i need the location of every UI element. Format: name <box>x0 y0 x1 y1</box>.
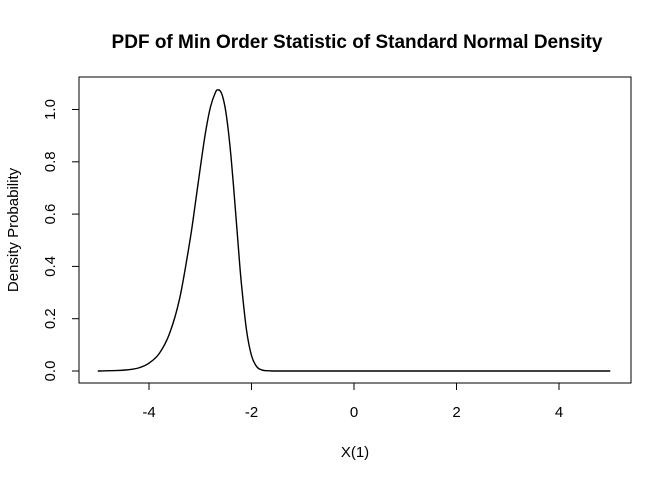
y-tick-label: 0.2 <box>42 308 59 329</box>
x-tick-label: 0 <box>350 404 358 421</box>
plot-box <box>78 76 632 384</box>
x-axis-label: X(1) <box>341 444 369 461</box>
x-tick-label: -2 <box>245 404 258 421</box>
x-tick-label: 4 <box>555 404 563 421</box>
series-layer <box>97 89 611 372</box>
y-tick-label: 0.8 <box>42 151 59 172</box>
y-axis-label: Density Probability <box>5 167 22 292</box>
x-tick-label: -4 <box>142 404 155 421</box>
x-axis: -4 -2 0 2 4 <box>142 382 563 421</box>
y-tick-label: 0.4 <box>42 256 59 277</box>
series-line-0 <box>97 89 611 372</box>
chart-title: PDF of Min Order Statistic of Standard N… <box>112 32 603 53</box>
y-tick-label: 0.0 <box>42 361 59 382</box>
y-tick-label: 1.0 <box>42 99 59 120</box>
x-tick-label: 2 <box>452 404 460 421</box>
y-tick-label: 0.6 <box>42 204 59 225</box>
y-axis: 0.0 0.2 0.4 0.6 0.8 1.0 <box>42 99 80 382</box>
